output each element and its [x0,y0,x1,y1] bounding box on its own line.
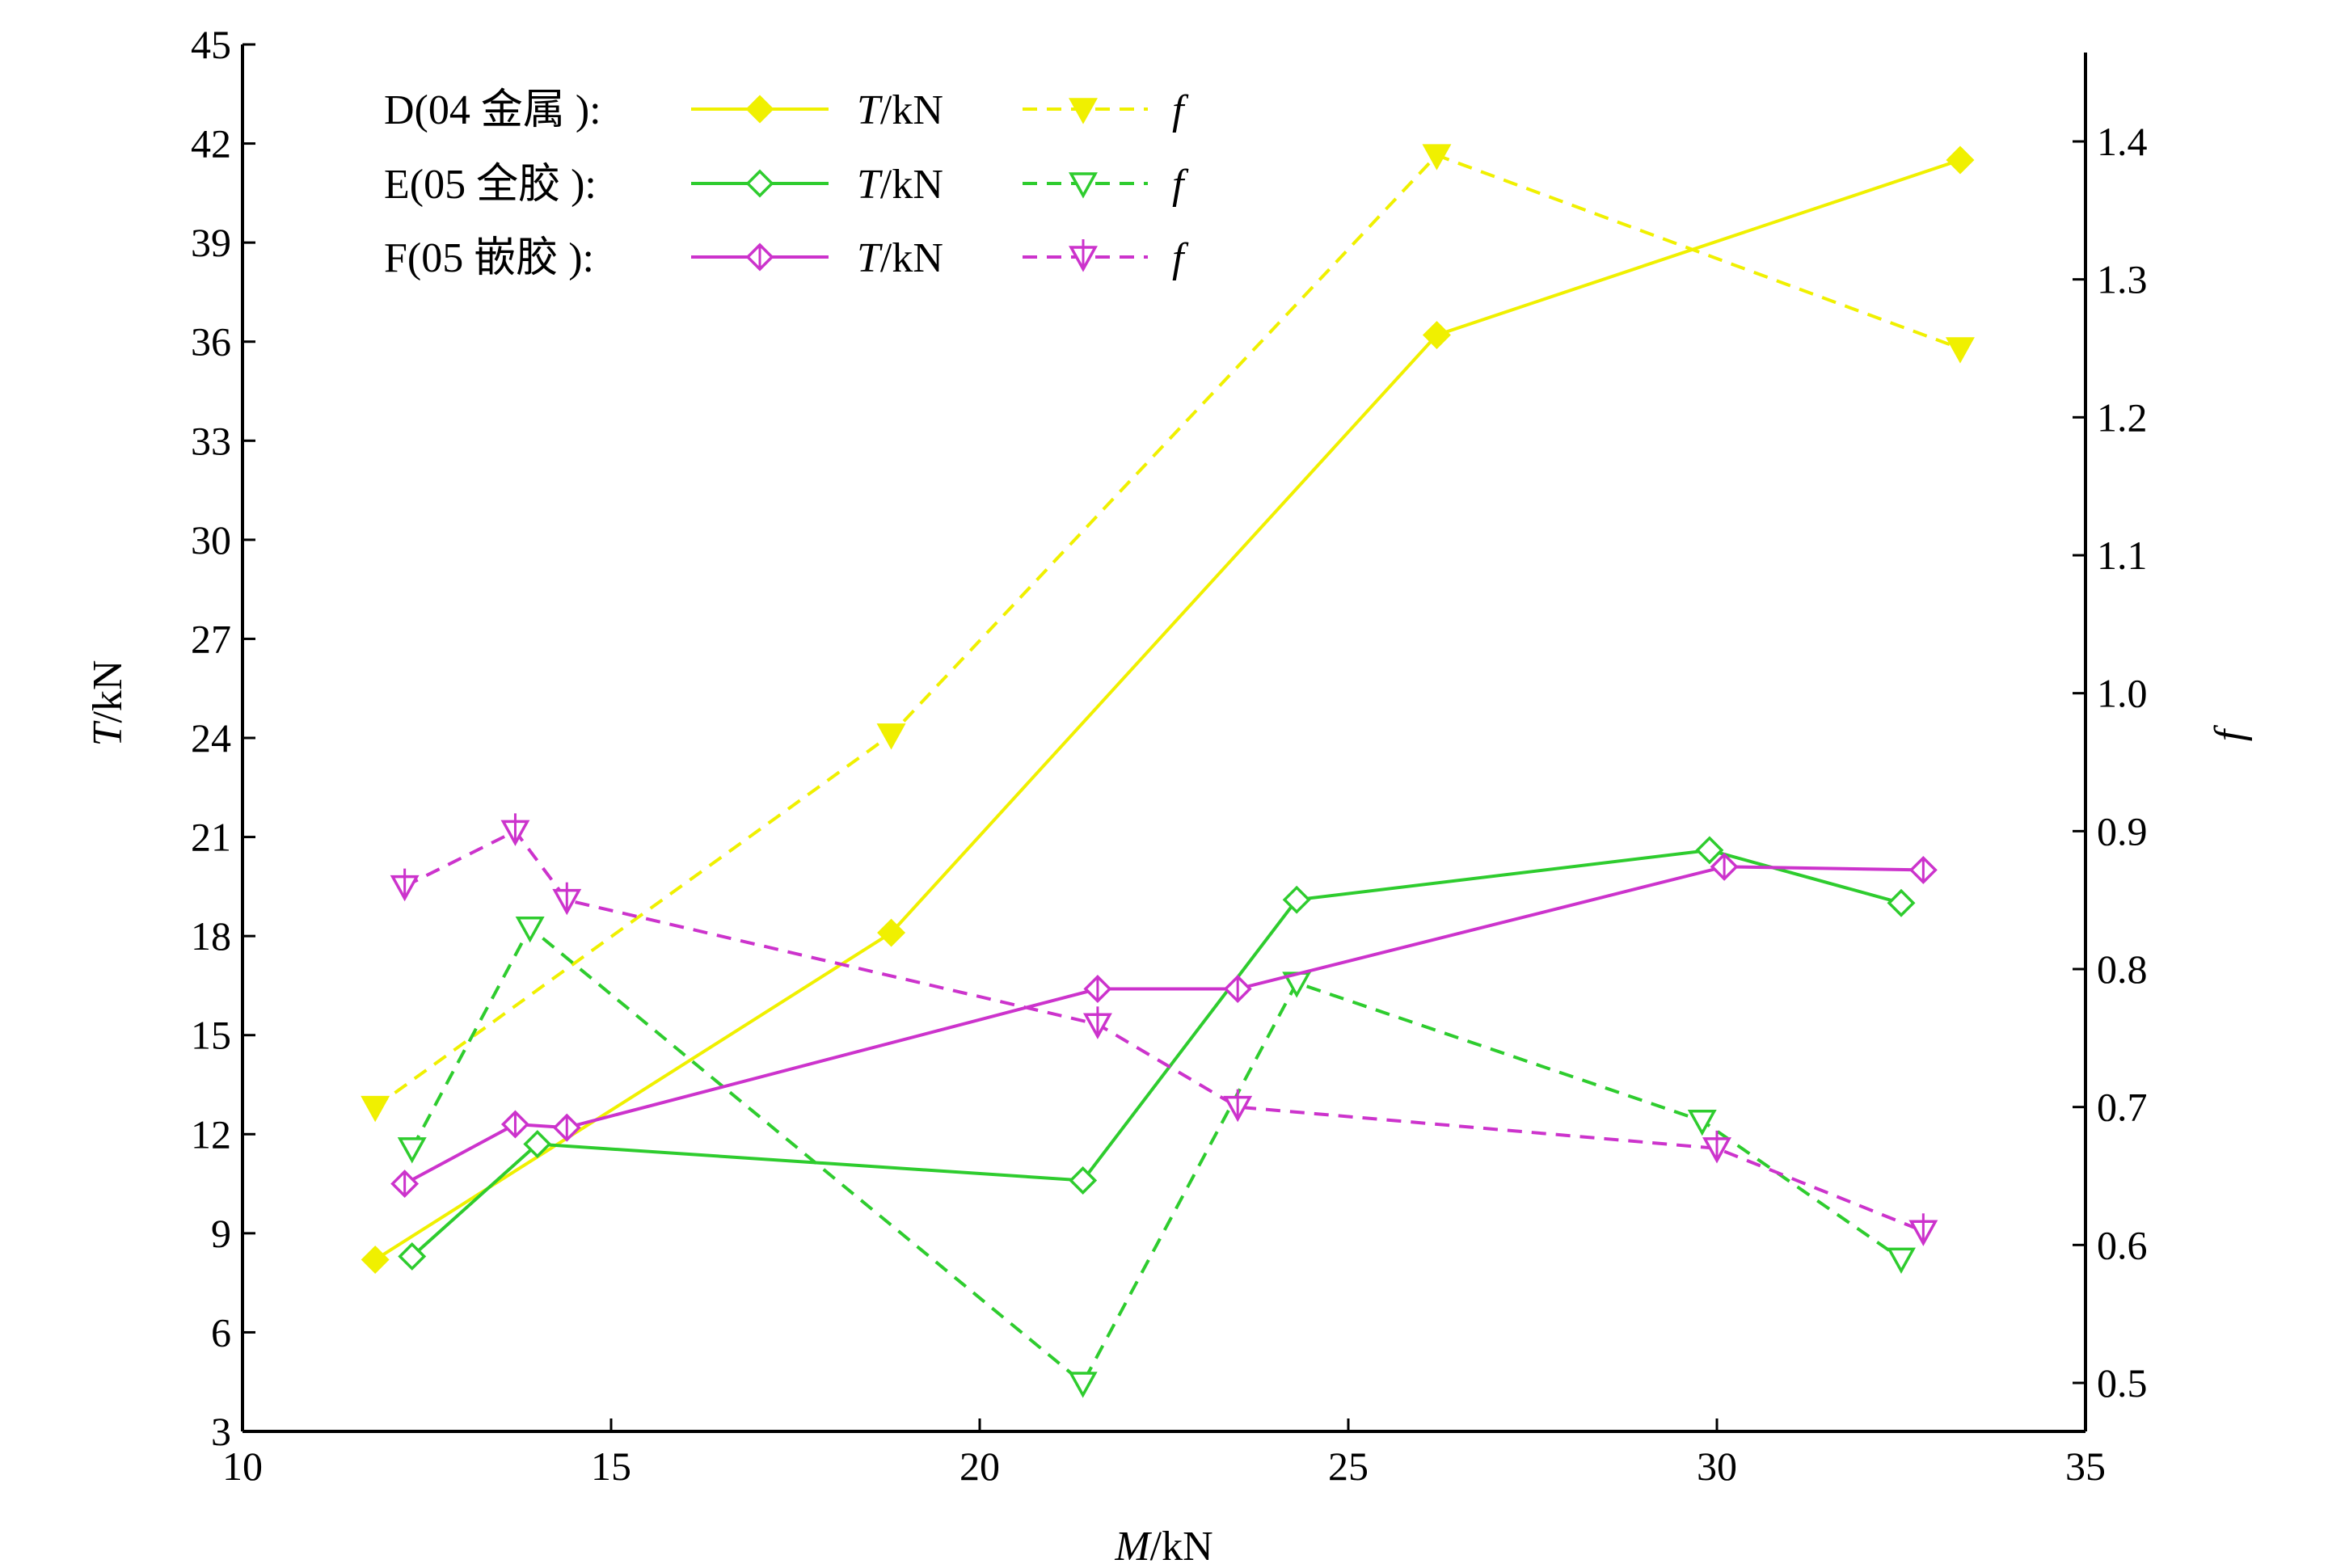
y-right-tick-label: 1.0 [2097,671,2148,716]
data-point [877,918,906,947]
data-point [1945,337,1975,364]
legend-f-label: f [1172,235,1189,281]
data-point [361,1246,390,1275]
legend-group-label: D(04 金属 ): [384,87,601,133]
data-point [876,723,906,750]
legend-T-marker [745,169,774,198]
x-tick-label: 35 [2065,1444,2106,1489]
legend-T-marker [745,95,774,124]
data-point [1068,1372,1098,1398]
data-point [1946,145,1975,175]
y-left-tick-label: 6 [211,1309,231,1355]
ticks: 10 15 20 25 30 353691215182124273033363942450… [191,22,2148,1489]
y-right-tick-label: 1.4 [2097,119,2148,164]
legend-T-label: T/kN [857,235,943,281]
series-line [373,153,1961,1109]
y-left-tick-label: 30 [191,517,231,563]
x-tick-label: 15 [591,1444,631,1489]
y-left-tick-label: 15 [191,1013,231,1058]
y-left-tick-label: 27 [191,616,231,661]
y-left-tick-label: 39 [191,220,231,265]
y-right-tick-label: 0.7 [2097,1085,2148,1130]
data-point [1695,836,1724,865]
data-point [1282,885,1311,914]
data-point [397,1137,427,1164]
x-tick-label: 10 [222,1444,263,1489]
x-axis-title: M/kN [1114,1524,1212,1568]
data-point [1422,321,1451,350]
y-right-tick-label: 1.1 [2097,533,2148,578]
y-left-tick-label: 33 [191,418,231,463]
series-4 [390,852,1938,1199]
y-left-tick-label: 24 [191,715,231,761]
legend-group-label: F(05 嵌胶 ): [384,235,594,281]
series-line [410,925,1903,1386]
legend: D(04 金属 ): T/kN f E(05 全胶 ): T/kN f F(05 嵌胶 ):… [384,87,1189,281]
y-left-tick-label: 9 [211,1211,231,1256]
y-left-tick-label: 36 [191,319,231,365]
y-left-tick-label: 3 [211,1409,231,1454]
data-point [1069,1166,1098,1195]
x-tick-label: 20 [959,1444,1000,1489]
y-right-tick-label: 0.9 [2097,808,2148,854]
legend-T-label: T/kN [857,87,943,133]
legend-f-marker [1069,172,1098,199]
y-right-tick-label: 0.6 [2097,1222,2148,1267]
series-2 [398,836,1916,1271]
y-right-tick-label: 1.2 [2097,394,2148,440]
legend-f-marker [1069,98,1098,124]
series-layer [361,144,1975,1398]
legend-T-label: T/kN [857,162,943,208]
data-point [515,917,545,943]
series-5 [390,813,1938,1246]
y-left-tick-label: 12 [191,1111,231,1157]
data-point [398,1241,427,1271]
y-left-tick-label: 45 [191,22,231,67]
legend-group-label: E(05 全胶 ): [384,162,597,208]
data-point [1687,1109,1717,1136]
series-line [411,848,1902,1258]
y-left-tick-label: 18 [191,913,231,959]
y-right-tick-label: 1.3 [2097,257,2148,302]
y-left-tick-label: 21 [191,815,231,860]
data-point [1422,144,1452,171]
y-right-tick-label: 0.5 [2097,1360,2148,1406]
series-1 [361,144,1975,1123]
data-point [1887,1247,1916,1275]
data-point [523,1130,552,1159]
legend-f-label: f [1172,162,1189,208]
series-line [374,158,1961,1262]
y-left-tick-label: 42 [191,121,231,166]
y-axis-left-title: T/kN [85,660,131,747]
series-line [403,828,1925,1233]
y-axis-right-title: f [2207,724,2253,741]
y-right-tick-label: 0.8 [2097,946,2148,992]
x-tick-label: 30 [1697,1444,1737,1489]
data-point [1887,888,1916,917]
series-0 [361,145,1975,1275]
x-tick-label: 25 [1328,1444,1369,1489]
data-point [361,1095,390,1123]
legend-f-label: f [1172,87,1189,133]
